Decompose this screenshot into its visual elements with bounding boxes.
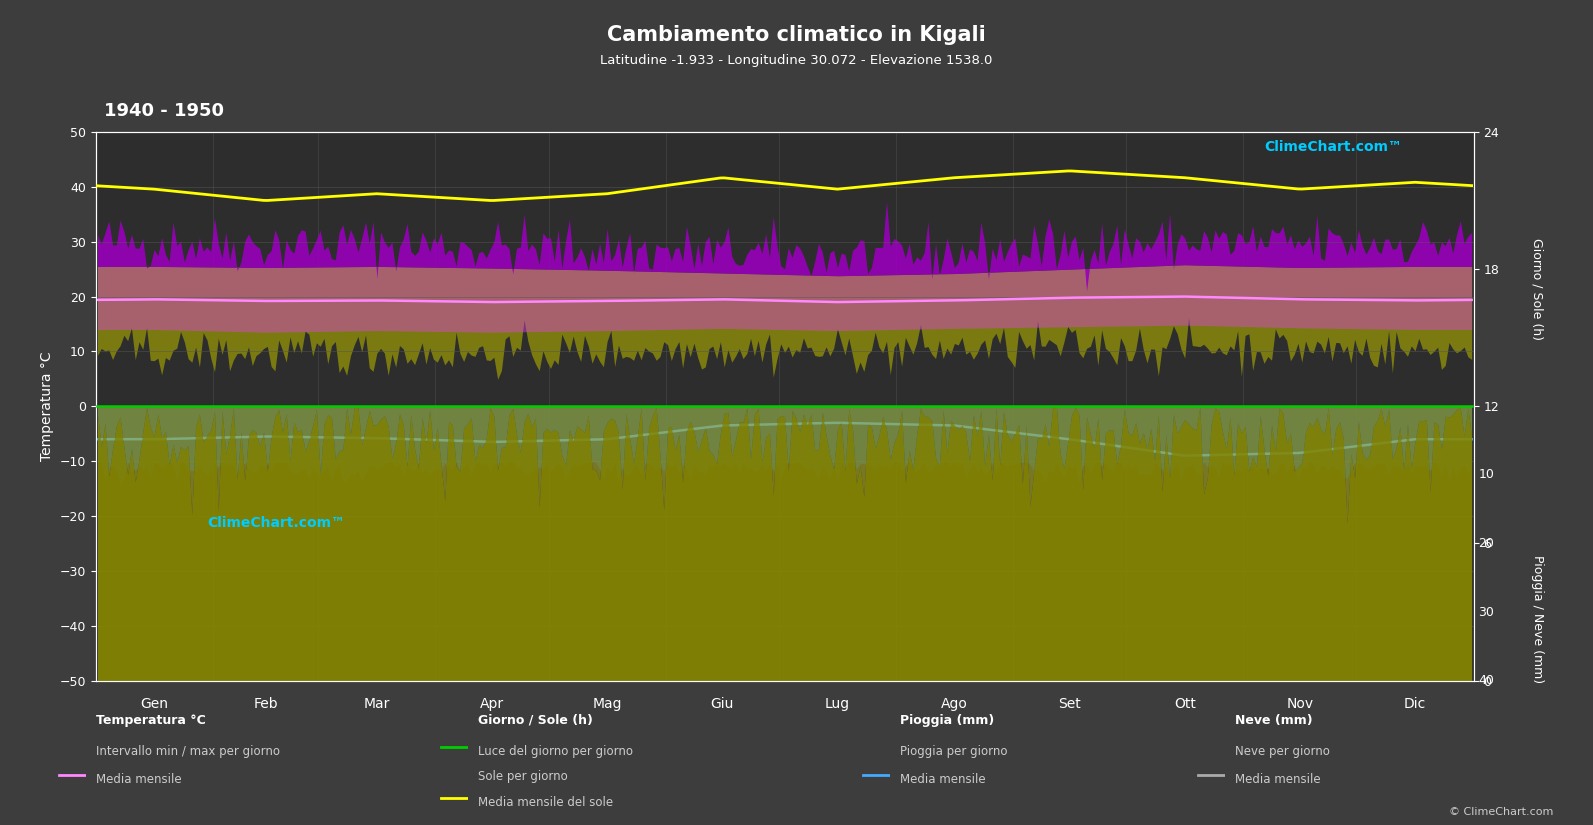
Text: Feb: Feb — [253, 697, 277, 711]
Y-axis label: Temperatura °C: Temperatura °C — [40, 351, 54, 461]
Text: Giorno / Sole (h): Giorno / Sole (h) — [1531, 238, 1544, 340]
Text: Pioggia per giorno: Pioggia per giorno — [900, 745, 1007, 758]
Text: Cambiamento climatico in Kigali: Cambiamento climatico in Kigali — [607, 25, 986, 45]
Text: Pioggia (mm): Pioggia (mm) — [900, 714, 994, 727]
Text: Latitudine -1.933 - Longitudine 30.072 - Elevazione 1538.0: Latitudine -1.933 - Longitudine 30.072 -… — [601, 54, 992, 67]
Text: Giu: Giu — [710, 697, 734, 711]
Text: 30: 30 — [1478, 606, 1494, 619]
Text: Nov: Nov — [1286, 697, 1314, 711]
Text: 20: 20 — [1478, 537, 1494, 550]
Text: Sole per giorno: Sole per giorno — [478, 770, 567, 783]
Text: Mar: Mar — [363, 697, 390, 711]
Text: Mag: Mag — [593, 697, 621, 711]
Text: Temperatura °C: Temperatura °C — [96, 714, 205, 727]
Text: Media mensile: Media mensile — [96, 773, 182, 786]
Text: 40: 40 — [1478, 674, 1494, 687]
Text: Ott: Ott — [1174, 697, 1196, 711]
Text: © ClimeChart.com: © ClimeChart.com — [1448, 807, 1553, 817]
Text: Neve per giorno: Neve per giorno — [1235, 745, 1330, 758]
Text: Intervallo min / max per giorno: Intervallo min / max per giorno — [96, 745, 280, 758]
Text: Media mensile del sole: Media mensile del sole — [478, 796, 613, 809]
Text: Pioggia / Neve (mm): Pioggia / Neve (mm) — [1531, 554, 1544, 683]
Text: Media mensile: Media mensile — [900, 773, 986, 786]
Text: Ago: Ago — [941, 697, 969, 711]
Text: Giorno / Sole (h): Giorno / Sole (h) — [478, 714, 593, 727]
Text: Media mensile: Media mensile — [1235, 773, 1321, 786]
Text: Gen: Gen — [140, 697, 169, 711]
Text: Lug: Lug — [825, 697, 851, 711]
Text: ClimeChart.com™: ClimeChart.com™ — [1263, 140, 1402, 154]
Text: Luce del giorno per giorno: Luce del giorno per giorno — [478, 745, 632, 758]
Text: Neve (mm): Neve (mm) — [1235, 714, 1313, 727]
Text: Apr: Apr — [479, 697, 503, 711]
Text: Set: Set — [1058, 697, 1082, 711]
Text: Dic: Dic — [1403, 697, 1426, 711]
Text: ClimeChart.com™: ClimeChart.com™ — [207, 516, 346, 530]
Text: 10: 10 — [1478, 469, 1494, 482]
Text: 1940 - 1950: 1940 - 1950 — [104, 101, 223, 120]
